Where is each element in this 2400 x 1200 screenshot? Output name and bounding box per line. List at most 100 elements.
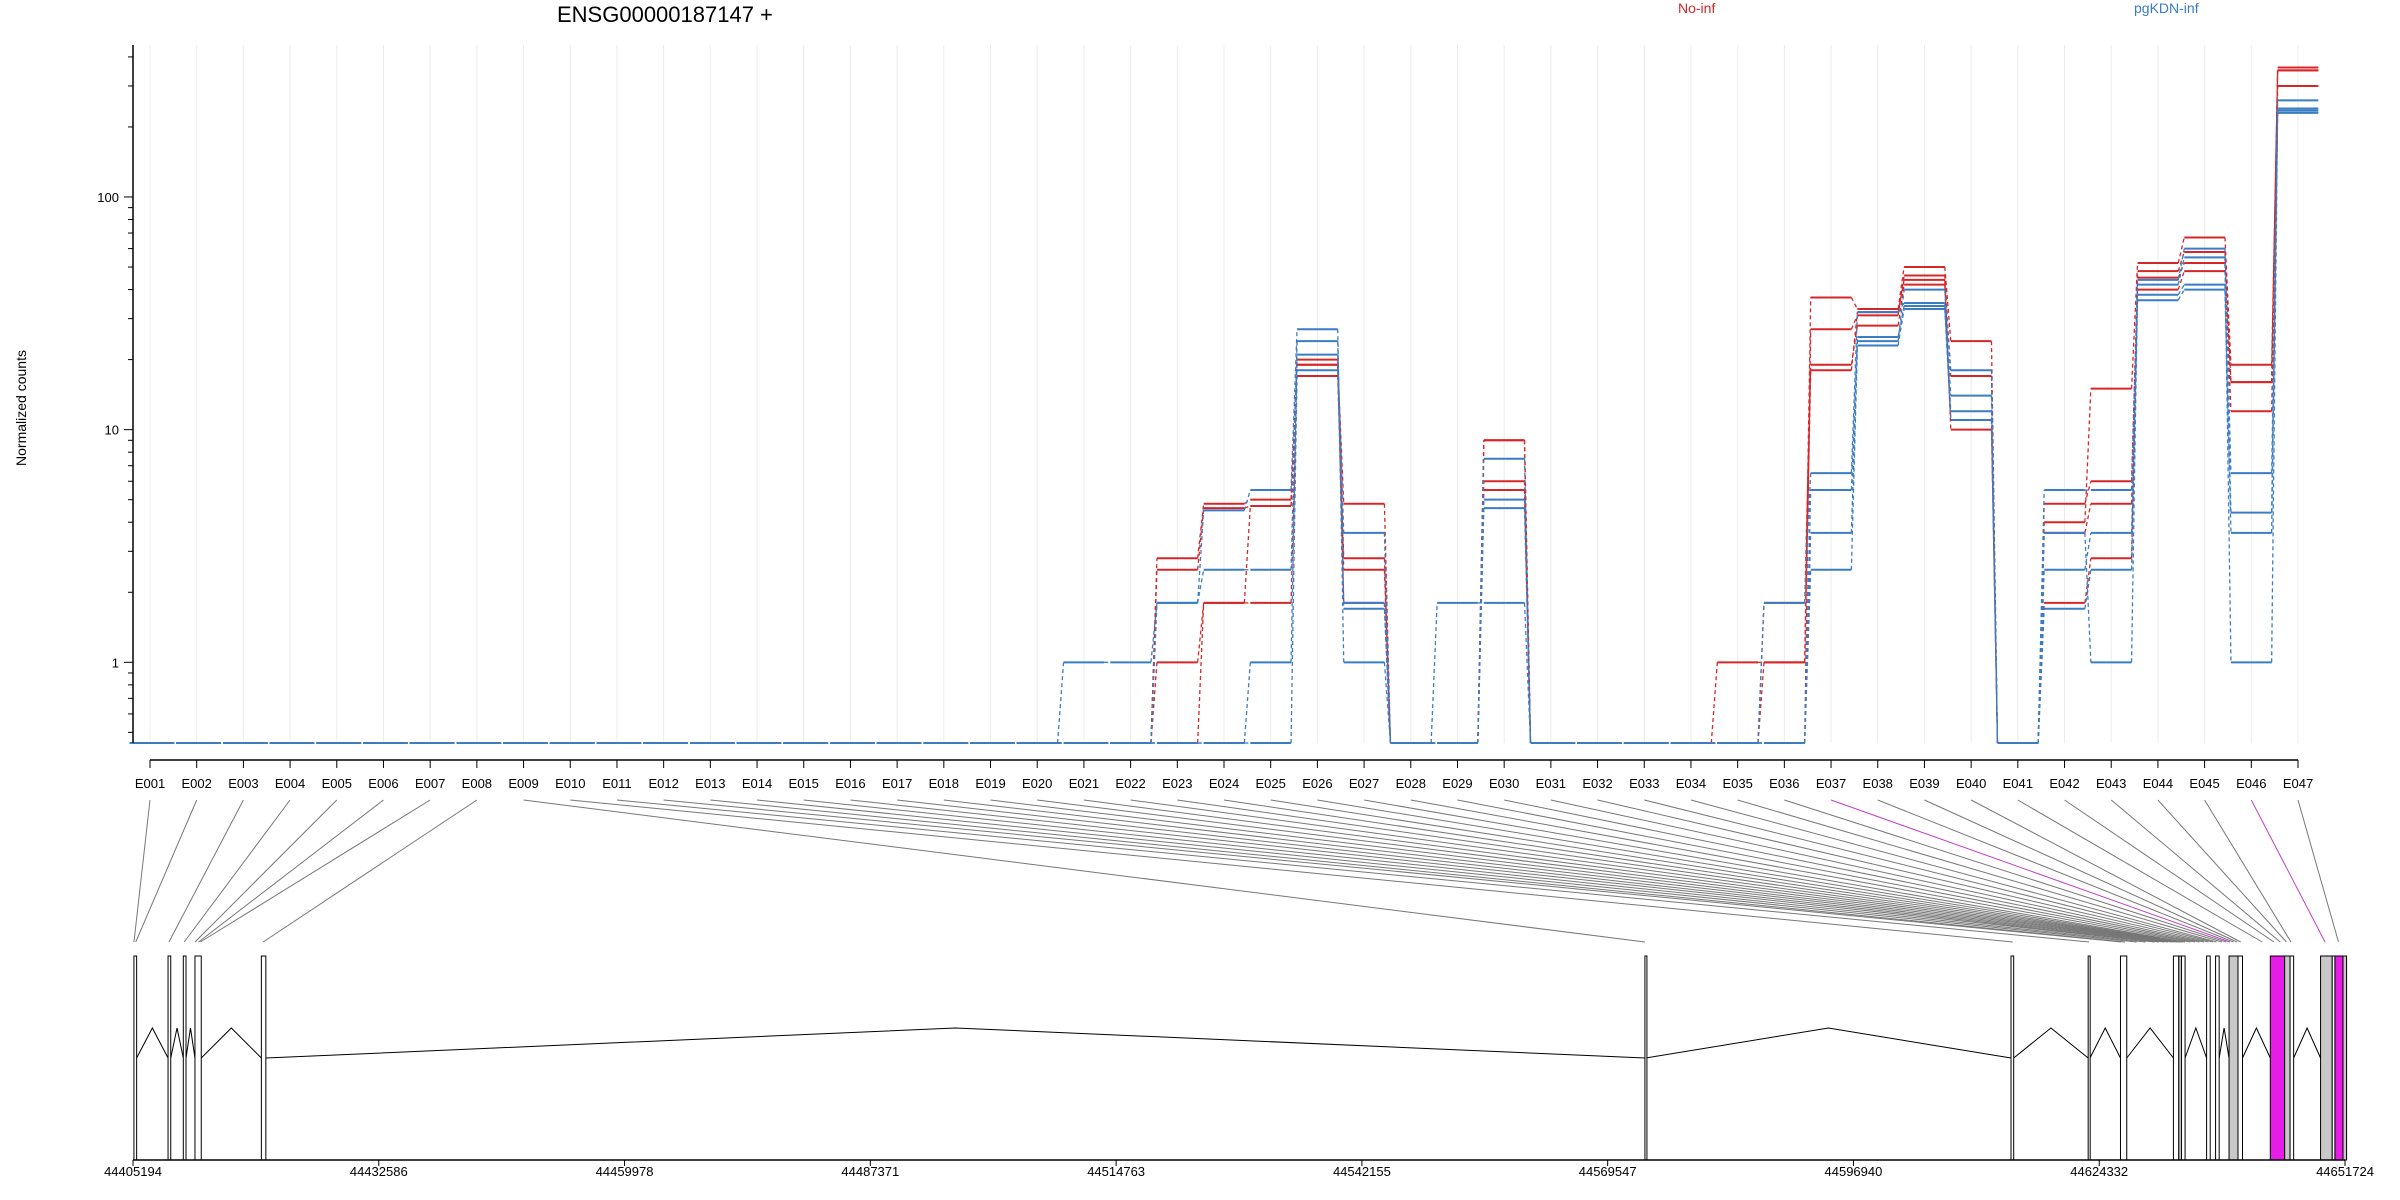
exon-count-connector bbox=[2084, 558, 2092, 604]
connector-E033 bbox=[1644, 799, 2214, 943]
connector-E034 bbox=[1690, 799, 2217, 943]
exon-label-E005: E005 bbox=[322, 776, 352, 791]
exon-box bbox=[260, 955, 267, 1161]
exon-count-connector bbox=[1897, 289, 1905, 342]
exon-count-connector bbox=[2084, 532, 2092, 663]
exon-label-E018: E018 bbox=[929, 776, 959, 791]
connector-E024 bbox=[1223, 799, 2181, 943]
exon-label-E010: E010 bbox=[555, 776, 585, 791]
exon-count-connector bbox=[1290, 354, 1298, 663]
connector-E016 bbox=[850, 799, 2155, 943]
intron-line bbox=[170, 1027, 184, 1059]
exon-label-E045: E045 bbox=[2189, 776, 2219, 791]
exon-box bbox=[182, 955, 187, 1161]
connector-E040 bbox=[1970, 799, 2241, 943]
coord-label: 44459978 bbox=[596, 1164, 654, 1179]
exon-count-connector bbox=[1850, 312, 1859, 474]
exon-count-connector bbox=[2177, 284, 2185, 296]
exon-count-connector bbox=[1290, 370, 1298, 744]
exon-label-E019: E019 bbox=[975, 776, 1005, 791]
exon-label-E040: E040 bbox=[1956, 776, 1986, 791]
exon-count-connector bbox=[1337, 364, 1345, 570]
exon-count-connector bbox=[1850, 345, 1859, 570]
exon-count-connector bbox=[1197, 569, 1205, 604]
intron-line bbox=[2218, 1027, 2230, 1059]
connector-E045 bbox=[2204, 799, 2292, 943]
connector-E005 bbox=[194, 799, 338, 943]
exon-tick-labels: E001 E002 E003 E004 E005 E006 E007 E008 E009 E010… bbox=[135, 760, 2313, 791]
exon-count-connector bbox=[1850, 315, 1858, 330]
exon-label-E009: E009 bbox=[508, 776, 538, 791]
exon-count-connector bbox=[1197, 510, 1205, 603]
y-tick-label: 1 bbox=[112, 655, 119, 670]
exon-label-E028: E028 bbox=[1396, 776, 1426, 791]
exon-count-connector bbox=[2177, 237, 2185, 264]
exon-label-E020: E020 bbox=[1022, 776, 1052, 791]
intron-line bbox=[2013, 1027, 2089, 1059]
exon-count-connector bbox=[2224, 237, 2232, 365]
exon-count-connector bbox=[1150, 602, 1158, 663]
intron-line bbox=[136, 1026, 169, 1059]
exon-count-connector bbox=[1430, 602, 1438, 744]
exon-box bbox=[194, 955, 202, 1161]
exon-label-E043: E043 bbox=[2096, 776, 2126, 791]
exon-box bbox=[167, 955, 172, 1161]
exon-count-connector bbox=[1757, 602, 1765, 744]
axes: 1 10 100 bbox=[97, 45, 2298, 761]
connector-E027 bbox=[1364, 799, 2186, 943]
coord-label: 44542155 bbox=[1333, 1164, 1391, 1179]
exon-label-E023: E023 bbox=[1162, 776, 1192, 791]
exon-count-connector bbox=[1337, 370, 1345, 609]
exon-label-E030: E030 bbox=[1489, 776, 1519, 791]
exon-label-E006: E006 bbox=[368, 776, 398, 791]
coord-label: 44432586 bbox=[350, 1164, 408, 1179]
exon-count-connector bbox=[2084, 503, 2092, 534]
connector-E008 bbox=[262, 799, 478, 943]
connector-E030 bbox=[1504, 799, 2200, 943]
exon-label-E014: E014 bbox=[742, 776, 772, 791]
coord-label: 44569547 bbox=[1579, 1164, 1637, 1179]
connector-E019 bbox=[990, 799, 2169, 943]
exon-count-connector bbox=[1197, 602, 1205, 744]
exon-box bbox=[2119, 955, 2128, 1161]
exon-label-E042: E042 bbox=[2049, 776, 2079, 791]
exon-label-E004: E004 bbox=[275, 776, 305, 791]
exon-box bbox=[2342, 955, 2348, 1161]
exon-count-connector bbox=[2177, 248, 2185, 281]
connector-E009 bbox=[523, 799, 1645, 943]
exon-label-E034: E034 bbox=[1676, 776, 1706, 791]
exon-count-connector bbox=[1897, 266, 1905, 310]
exon-count-connector bbox=[1150, 602, 1158, 744]
exon-count-connector bbox=[1383, 569, 1392, 744]
genomic-coordinate-labels: 44405194 44432586 44459978 44487371 44514763… bbox=[104, 1160, 2374, 1179]
exon-label-E041: E041 bbox=[2003, 776, 2033, 791]
intron-line bbox=[200, 1027, 262, 1059]
exon-count-connector bbox=[2271, 110, 2279, 533]
connector-E043 bbox=[2110, 799, 2281, 943]
exon-count-connector bbox=[2037, 522, 2045, 744]
exon-count-connector bbox=[2224, 257, 2232, 663]
connector-E006 bbox=[198, 799, 384, 943]
exon-label-E036: E036 bbox=[1769, 776, 1799, 791]
exon-box bbox=[2284, 955, 2291, 1161]
exon-count-connector bbox=[2224, 289, 2232, 533]
exon-box bbox=[2320, 955, 2333, 1161]
connector-E037 bbox=[1830, 799, 2231, 943]
exon-label-E021: E021 bbox=[1069, 776, 1099, 791]
y-tick-label: 10 bbox=[105, 423, 119, 438]
exon-count-connector bbox=[2084, 481, 2092, 504]
exon-count-connector bbox=[1290, 341, 1298, 570]
exon-count-connector bbox=[1243, 662, 1251, 744]
exon-label-E011: E011 bbox=[602, 776, 631, 791]
connector-E023 bbox=[1177, 799, 2179, 943]
exon-label-E026: E026 bbox=[1302, 776, 1332, 791]
connector-E002 bbox=[135, 799, 198, 943]
exon-count-connector bbox=[1477, 481, 1485, 744]
series-pgkdn-inf-7 bbox=[129, 109, 2319, 744]
exon-count-connector bbox=[2037, 608, 2045, 744]
exon-count-connector bbox=[2177, 257, 2185, 285]
exon-count-connector bbox=[1523, 602, 1532, 744]
coord-label: 44487371 bbox=[841, 1164, 899, 1179]
connector-E015 bbox=[803, 799, 2146, 943]
exon-box bbox=[2180, 955, 2186, 1161]
